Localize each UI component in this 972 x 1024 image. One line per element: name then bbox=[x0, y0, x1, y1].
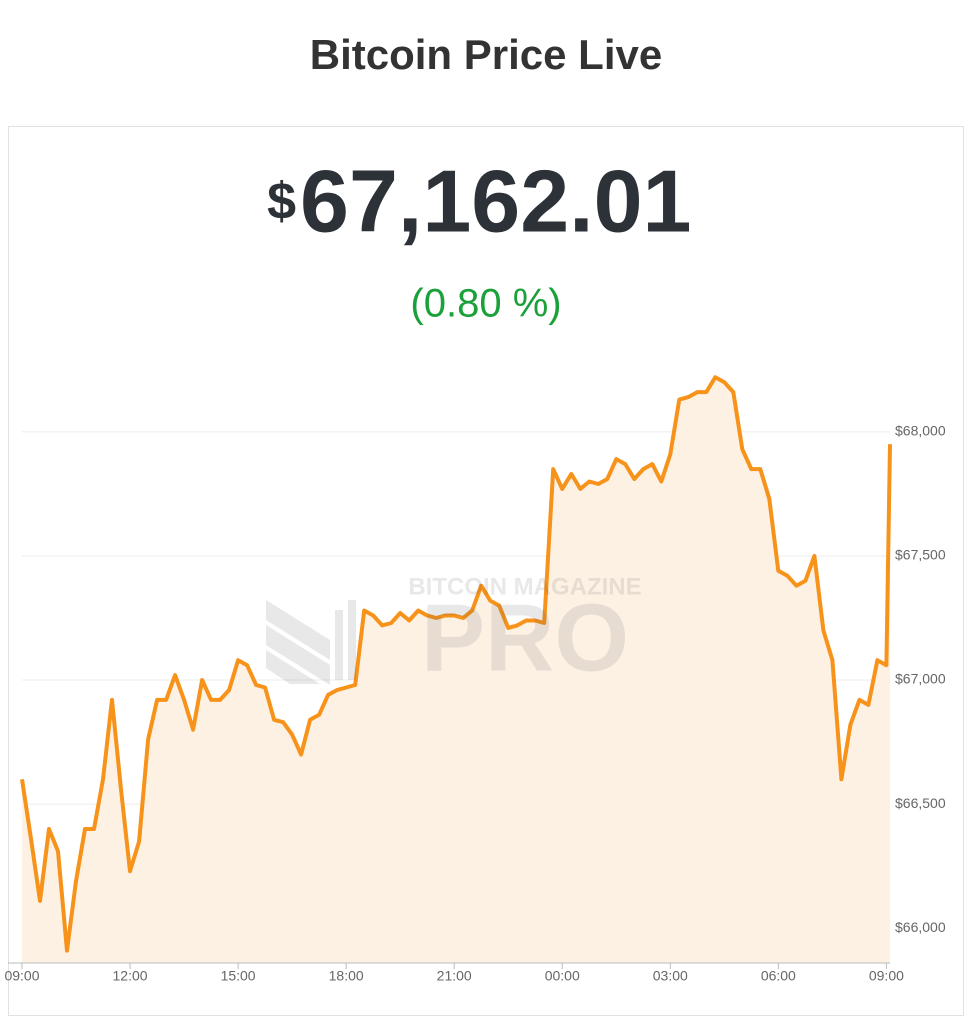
x-tick-label: 21:00 bbox=[437, 968, 472, 984]
price-change: (0.80 %) bbox=[410, 282, 561, 326]
x-tick-label: 00:00 bbox=[545, 968, 580, 984]
watermark-logo bbox=[266, 600, 356, 685]
y-tick-label: $67,500 bbox=[895, 547, 946, 563]
x-tick-label: 15:00 bbox=[221, 968, 256, 984]
x-tick-label: 09:00 bbox=[869, 968, 904, 984]
x-tick-label: 12:00 bbox=[113, 968, 148, 984]
y-tick-label: $67,000 bbox=[895, 671, 946, 687]
watermark-text: PRO bbox=[421, 584, 629, 691]
price: 67,162.01 bbox=[300, 151, 692, 250]
price-line bbox=[20, 375, 892, 953]
y-tick-label: $68,000 bbox=[895, 423, 946, 439]
y-tick-label: $66,000 bbox=[895, 919, 946, 935]
x-tick-label: 18:00 bbox=[329, 968, 364, 984]
watermark: BITCOIN MAGAZINE PRO bbox=[266, 573, 642, 691]
x-tick-label: 03:00 bbox=[653, 968, 688, 984]
area-fill bbox=[22, 377, 890, 963]
y-tick-label: $66,500 bbox=[895, 795, 946, 811]
plot: $66,000 $66,500 $67,000 $67,500 $68,000 09:00… bbox=[4, 375, 946, 984]
x-tick-label: 09:00 bbox=[4, 968, 39, 984]
x-tick-label: 06:00 bbox=[761, 968, 796, 984]
currency-symbol: $ bbox=[267, 173, 296, 231]
watermark-text: BITCOIN MAGAZINE bbox=[408, 573, 641, 600]
page-title: Bitcoin Price Live bbox=[310, 31, 662, 78]
